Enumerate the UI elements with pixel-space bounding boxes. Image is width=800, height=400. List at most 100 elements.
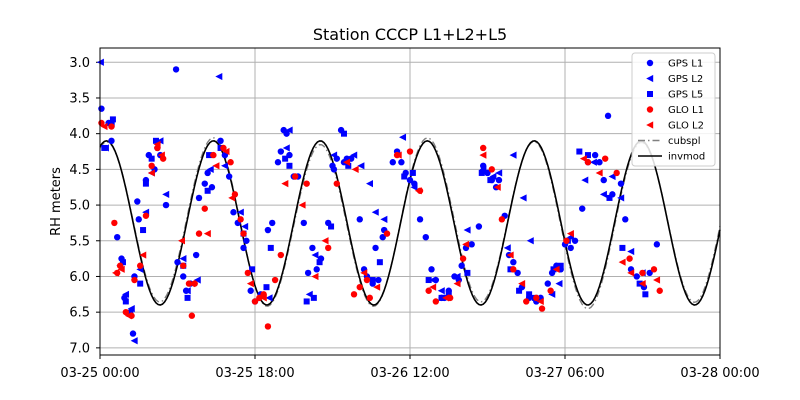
point-gps-l2-41: [509, 151, 517, 159]
y-axis-label: RH meters: [49, 167, 64, 236]
point-gps-l2-32: [410, 183, 418, 191]
x-tick-label-0: 03-25 00:00: [60, 366, 139, 381]
point-gps-l1-53: [330, 166, 338, 173]
y-tick-label-7: 6.5: [69, 306, 90, 321]
legend-label-2: GPS L5: [668, 90, 703, 101]
legend-marker-2: [647, 91, 653, 97]
point-gps-l1-85: [475, 223, 483, 230]
point-gps-l1-75: [428, 266, 435, 273]
point-gps-l1-42: [283, 130, 290, 137]
point-glo-l1-39: [366, 294, 374, 302]
point-glo-l2-13: [228, 194, 236, 202]
point-gps-l1-93: [510, 258, 517, 266]
point-gps-l1-108: [591, 151, 599, 159]
point-gps-l1-33: [243, 237, 250, 244]
point-gps-l2-18: [236, 208, 244, 216]
point-gps-l2-39: [495, 169, 503, 177]
chart-title: Station CCCP L1+L2+L5: [313, 25, 507, 44]
point-glo-l1-56: [563, 237, 570, 244]
point-glo-l1-40: [383, 230, 391, 237]
plot-frame: [99, 47, 721, 356]
point-glo-l2-36: [566, 230, 574, 238]
point-gps-l2-19: [241, 222, 249, 231]
point-glo-l2-32: [506, 251, 514, 259]
point-gps-l1-104: [567, 244, 574, 252]
point-glo-l1-47: [459, 255, 467, 262]
point-glo-l1-25: [244, 269, 252, 277]
point-gps-l2-30: [380, 215, 388, 223]
point-glo-l1-18: [201, 205, 208, 212]
point-glo-l2-15: [259, 294, 267, 302]
legend-label-3: GLO L1: [668, 105, 704, 116]
point-glo-l1-61: [639, 269, 646, 277]
point-gps-l2-45: [555, 280, 563, 288]
point-gps-l2-16: [215, 72, 223, 81]
y-tick-label-4: 5.0: [69, 199, 90, 214]
point-glo-l1-17: [195, 230, 203, 237]
point-gps-l5-37: [516, 287, 523, 294]
point-glo-l1-34: [324, 244, 332, 252]
point-glo-l1-63: [656, 287, 663, 294]
point-gps-l1-32: [240, 244, 247, 252]
point-gps-l1-110: [600, 176, 607, 184]
y-tick-label-8: 7.0: [69, 341, 90, 356]
legend-label-1: GPS L2: [668, 74, 703, 85]
point-gps-l1-64: [375, 276, 382, 284]
point-gps-l1-0: [98, 105, 105, 112]
point-glo-l2-22: [360, 269, 368, 277]
point-gps-l2-4: [122, 290, 130, 298]
legend-label-invmod: invmod: [668, 152, 705, 163]
point-gps-l1-119: [653, 241, 661, 248]
point-gps-l2-22: [285, 126, 293, 134]
point-gps-l5-48: [642, 291, 649, 298]
point-gps-l1-82: [458, 262, 465, 269]
point-gps-l5-1: [109, 116, 116, 123]
point-glo-l2-21: [351, 165, 359, 173]
point-gps-l2-17: [221, 162, 229, 170]
point-glo-l2-37: [579, 155, 587, 163]
legend-label-4: GLO L2: [668, 121, 704, 132]
point-gps-l1-23: [195, 194, 203, 202]
point-gps-l2-38: [489, 172, 497, 181]
point-gps-l1-99: [544, 280, 551, 287]
point-gps-l1-47: [304, 269, 312, 277]
point-glo-l2-14: [246, 280, 254, 288]
point-gps-l5-15: [249, 266, 256, 273]
point-glo-l2-4: [139, 251, 147, 259]
point-glo-l2-24: [394, 151, 402, 159]
point-gps-l5-33: [464, 269, 471, 276]
point-glo-l1-15: [188, 312, 196, 319]
point-glo-l1-30: [271, 276, 279, 284]
point-glo-l1-10: [148, 162, 155, 170]
point-glo-l1-31: [277, 251, 285, 259]
point-gps-l5-38: [526, 291, 533, 298]
point-gps-l2-40: [503, 244, 511, 252]
point-gps-l1-10: [135, 216, 142, 223]
point-gps-l5-4: [137, 280, 144, 287]
point-glo-l2-31: [493, 183, 501, 191]
point-gps-l2-24: [311, 251, 319, 259]
point-glo-l2-28: [453, 280, 461, 288]
point-gps-l1-71: [406, 176, 414, 184]
point-gps-l5-41: [557, 262, 564, 269]
point-gps-l1-63: [372, 244, 379, 252]
point-gps-l2-15: [206, 165, 214, 173]
point-glo-l1-24: [240, 230, 247, 237]
point-glo-l2-16: [281, 180, 289, 188]
point-gps-l5-18: [282, 155, 289, 162]
point-gps-l5-5: [140, 227, 147, 234]
x-tick-label-3: 03-27 06:00: [525, 366, 604, 381]
point-gps-l2-11: [162, 190, 170, 198]
point-glo-l1-7: [131, 276, 138, 284]
point-glo-l1-48: [479, 144, 487, 152]
point-glo-l1-58: [601, 155, 609, 162]
point-glo-l1-54: [538, 305, 546, 312]
point-glo-l2-5: [147, 169, 155, 177]
point-gps-l1-65: [379, 233, 386, 241]
point-glo-l1-5: [122, 308, 130, 316]
point-glo-l2-10: [203, 230, 211, 238]
point-gps-l1-49: [313, 266, 320, 273]
point-gps-l5-0: [101, 144, 108, 151]
point-glo-l1-19: [210, 151, 217, 159]
point-gps-l1-3: [114, 233, 121, 241]
